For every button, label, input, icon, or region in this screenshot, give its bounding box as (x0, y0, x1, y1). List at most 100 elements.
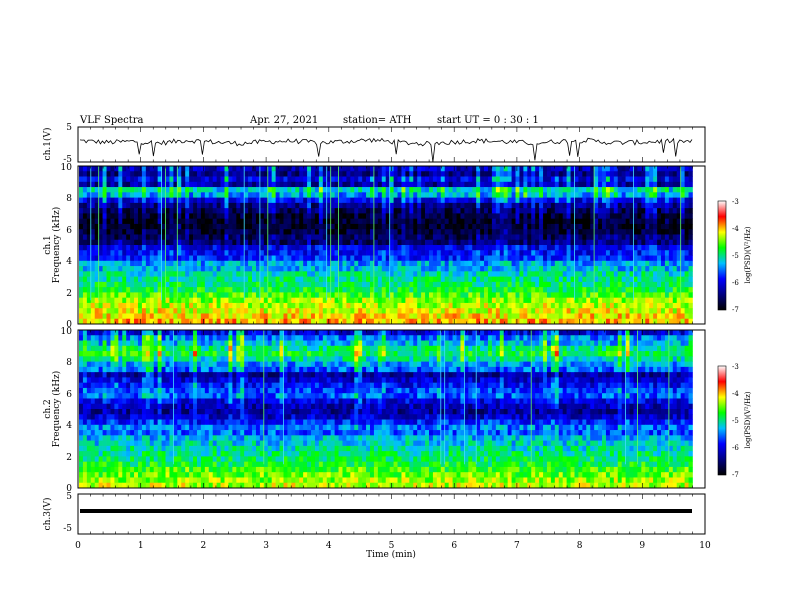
spectrogram-cell (82, 308, 88, 314)
spectrogram-cell (562, 313, 567, 320)
spectrogram-cell (680, 287, 685, 293)
spectrogram-cell (645, 239, 650, 246)
spectrogram-cell (267, 245, 273, 251)
spectrogram-cell (440, 266, 446, 272)
spectrogram-cell (405, 208, 410, 214)
spectrogram-cell (401, 308, 406, 314)
spectrogram-cell (436, 229, 442, 235)
spectrogram-cell (409, 234, 414, 241)
spectrogram-cell (539, 255, 544, 262)
spectrogram-cell (252, 292, 257, 299)
spectrogram-cell (448, 234, 453, 241)
spectrogram-cell (605, 255, 611, 262)
spectrogram-cell (657, 260, 662, 267)
spectrogram-cell (212, 229, 217, 235)
spectrogram-cell (346, 271, 351, 277)
spectrogram-cell (358, 250, 363, 256)
spectrogram-cell (546, 313, 552, 320)
spectrogram-cell (122, 208, 127, 214)
spectrogram-cell (393, 302, 398, 309)
spectrogram-cell (370, 313, 375, 320)
spectrogram-cell (487, 208, 493, 214)
spectrogram-cell (346, 166, 351, 172)
spectrogram-cell (550, 313, 556, 320)
spectrogram-cell (228, 330, 233, 336)
spectrogram-cell (82, 187, 88, 193)
spectrogram-cell (102, 297, 107, 304)
spectrogram-cell (409, 292, 414, 299)
spectrogram-cell (448, 208, 453, 214)
spectrogram-cell (566, 245, 571, 251)
spectrogram-cell (106, 218, 111, 225)
spectrogram-cell (354, 292, 359, 299)
spectrogram-cell (425, 187, 430, 193)
spectrogram-cell (570, 318, 575, 325)
spectrogram-cell (460, 250, 465, 256)
spectrogram-cell (220, 166, 225, 172)
spectrogram-cell (570, 208, 575, 214)
spectrogram-cell (633, 250, 638, 256)
spectrogram-cell (252, 234, 257, 241)
spectrogram-cell (668, 187, 674, 193)
spectrogram-cell (535, 234, 540, 241)
spectrogram-cell (204, 250, 210, 256)
spectrogram-cell (428, 197, 434, 204)
spectrogram-cell (507, 255, 512, 262)
spectrogram-cell (303, 166, 308, 172)
spectrogram-cell (468, 266, 473, 272)
spectrogram-cell (220, 176, 225, 183)
spectrogram-cell (248, 297, 253, 304)
spectrogram-cell (554, 276, 560, 283)
spectrogram-cell (472, 318, 477, 325)
spectrogram-cell (232, 260, 237, 267)
spectrogram-cell (448, 250, 453, 256)
spectrogram-cell (189, 266, 194, 272)
spectrogram-cell (503, 197, 508, 204)
spectrogram-cell (401, 297, 406, 304)
spectrogram-cell (82, 287, 88, 293)
spectrogram-cell (110, 271, 115, 277)
spectrogram-cell (621, 287, 626, 293)
spectrogram-cell (503, 292, 508, 299)
spectrogram-cell (385, 229, 391, 235)
spectrogram-cell (633, 166, 638, 172)
spectrogram-cell (193, 266, 198, 272)
spectrogram-cell (476, 292, 481, 299)
spectrogram-cell (409, 229, 414, 235)
spectrogram-cell (511, 313, 516, 320)
spectrogram-cell (621, 181, 626, 188)
spectrogram-cell (633, 234, 638, 241)
spectrogram-cell (539, 250, 544, 256)
spectrogram-cell (625, 208, 630, 214)
spectrogram-cell (122, 218, 127, 225)
spectrogram-cell (448, 245, 453, 251)
spectrogram-cell (613, 187, 619, 193)
spectrogram-cell (94, 245, 100, 251)
spectrogram-cell (122, 192, 127, 198)
spectrogram-cell (114, 181, 119, 188)
spectrogram-cell (232, 255, 237, 262)
spectrogram-cell (362, 287, 367, 293)
spectrogram-cell (82, 176, 88, 183)
spectrogram-cell (377, 202, 383, 209)
spectrogram-cell (444, 245, 449, 251)
spectrogram-cell (303, 176, 308, 183)
spectrogram-cell (491, 292, 497, 299)
spectrogram-cell (255, 287, 261, 293)
spectrogram-cell (515, 171, 520, 177)
spectrogram-cell (102, 260, 107, 267)
spectrogram-cell (562, 260, 567, 267)
spectrogram-cell (672, 313, 678, 320)
spectrogram-cell (578, 239, 583, 246)
spectrogram-cell (141, 197, 147, 204)
spectrogram-cell (523, 202, 528, 209)
spectrogram-cell (169, 318, 174, 325)
spectrogram-cell (617, 223, 623, 230)
spectrogram-cell (582, 208, 587, 214)
spectrogram-cell (240, 330, 245, 336)
spectrogram-cell (318, 234, 324, 241)
spectrogram-cell (649, 250, 654, 256)
spectrogram-cell (609, 287, 615, 293)
spectrogram-cell (370, 208, 375, 214)
spectrogram-cell (342, 297, 347, 304)
